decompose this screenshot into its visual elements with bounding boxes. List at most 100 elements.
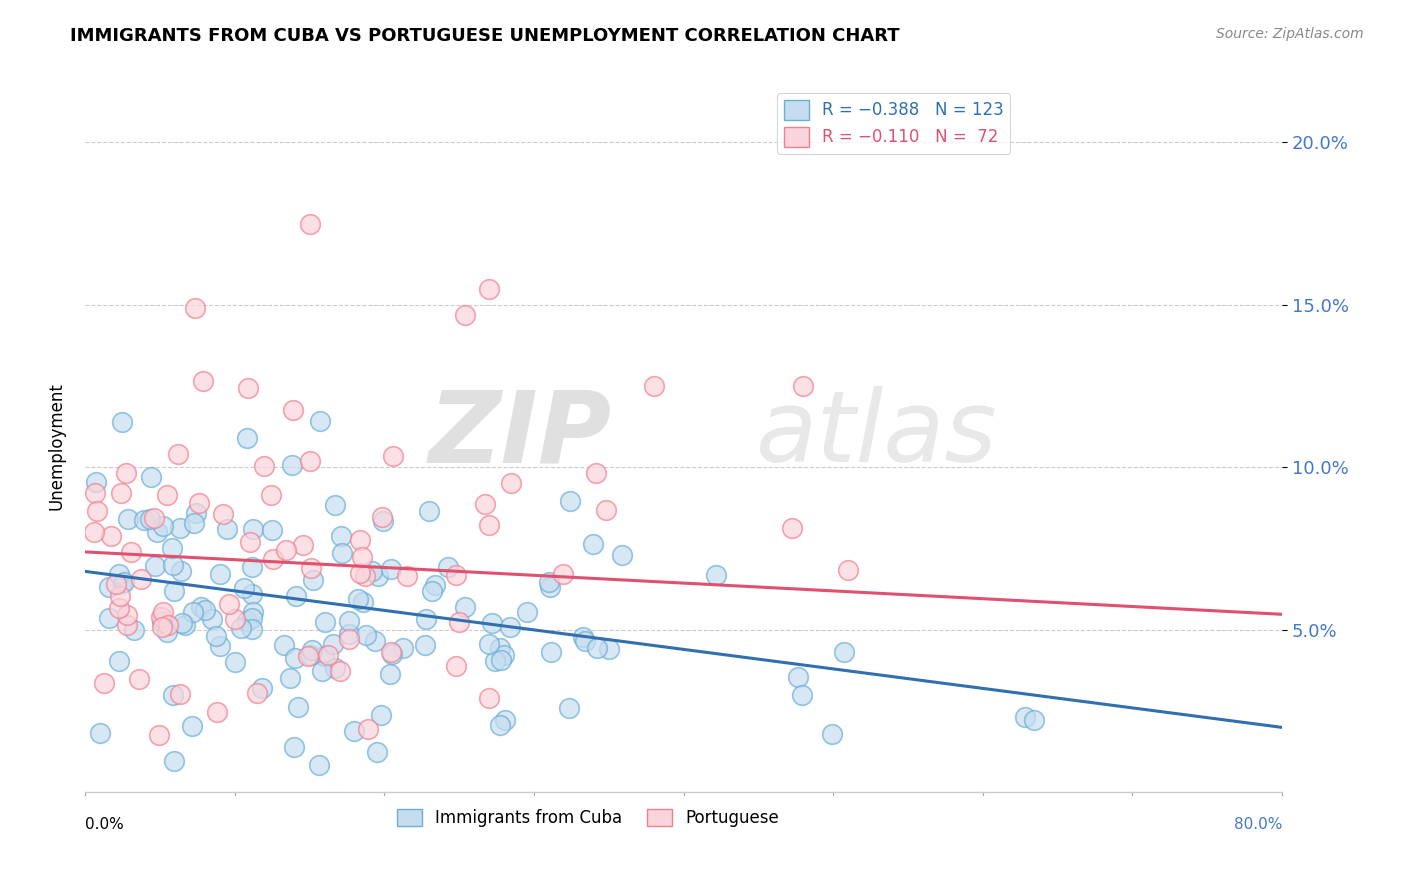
Point — [610, 548, 633, 562]
Point — [820, 727, 842, 741]
Point — [337, 632, 360, 647]
Point — [139, 511, 162, 525]
Point — [236, 614, 259, 628]
Point — [242, 605, 264, 619]
Point — [209, 566, 232, 581]
Point — [537, 575, 560, 590]
Point — [337, 615, 360, 629]
Point — [84, 475, 107, 489]
Point — [343, 723, 366, 738]
Point — [478, 690, 501, 705]
Point — [150, 615, 173, 629]
Point — [354, 569, 377, 583]
Point — [218, 598, 240, 612]
Point — [551, 566, 574, 581]
Point — [337, 627, 360, 641]
Point — [787, 670, 810, 684]
Point — [837, 563, 859, 577]
Point — [790, 688, 813, 702]
Text: atlas: atlas — [755, 386, 997, 483]
Point — [499, 620, 522, 634]
Point — [250, 681, 273, 695]
Text: IMMIGRANTS FROM CUBA VS PORTUGUESE UNEMPLOYMENT CORRELATION CHART: IMMIGRANTS FROM CUBA VS PORTUGUESE UNEMP… — [70, 27, 900, 45]
Point — [349, 533, 371, 547]
Point — [274, 543, 297, 558]
Point — [170, 564, 193, 578]
Point — [1014, 709, 1036, 723]
Point — [238, 381, 260, 395]
Point — [173, 618, 195, 632]
Point — [489, 640, 512, 655]
Point — [538, 581, 561, 595]
Point — [239, 535, 262, 549]
Point — [478, 517, 501, 532]
Point — [111, 575, 134, 590]
Point — [420, 584, 443, 599]
Point — [437, 560, 460, 574]
Point — [183, 516, 205, 530]
Point — [156, 617, 179, 632]
Point — [474, 498, 496, 512]
Point — [395, 569, 418, 583]
Point — [364, 633, 387, 648]
Point — [540, 645, 562, 659]
Point — [572, 630, 595, 644]
Point — [494, 713, 516, 727]
Point — [382, 449, 405, 463]
Point — [184, 506, 207, 520]
Point — [423, 578, 446, 592]
Point — [156, 487, 179, 501]
Point — [98, 580, 121, 594]
Point — [492, 648, 515, 662]
Point — [287, 700, 309, 714]
Point — [299, 560, 322, 574]
Point — [367, 569, 389, 583]
Point — [152, 519, 174, 533]
Point — [89, 726, 111, 740]
Point — [108, 567, 131, 582]
Point — [124, 624, 146, 638]
Point — [325, 498, 347, 512]
Point — [446, 659, 468, 673]
Point — [209, 639, 232, 653]
Point — [224, 656, 246, 670]
Point — [352, 595, 374, 609]
Point — [299, 454, 322, 468]
Point — [292, 538, 315, 552]
Point — [489, 717, 512, 731]
Point — [643, 379, 665, 393]
Point — [278, 671, 301, 685]
Point — [298, 217, 321, 231]
Point — [180, 719, 202, 733]
Point — [309, 414, 332, 428]
Point — [163, 754, 186, 768]
Point — [201, 612, 224, 626]
Point — [481, 615, 503, 630]
Point — [444, 567, 467, 582]
Point — [190, 600, 212, 615]
Point — [246, 686, 269, 700]
Point — [499, 475, 522, 490]
Point — [595, 503, 617, 517]
Point — [155, 625, 177, 640]
Point — [224, 612, 246, 626]
Point — [152, 605, 174, 619]
Point — [558, 494, 581, 508]
Point — [283, 739, 305, 754]
Point — [129, 572, 152, 586]
Point — [314, 615, 336, 629]
Point — [86, 503, 108, 517]
Point — [110, 486, 132, 500]
Point — [115, 617, 138, 632]
Point — [240, 587, 263, 601]
Text: 0.0%: 0.0% — [86, 817, 124, 832]
Point — [330, 546, 353, 560]
Point — [105, 576, 128, 591]
Point — [308, 757, 330, 772]
Point — [381, 647, 404, 661]
Point — [792, 379, 814, 393]
Point — [162, 689, 184, 703]
Point — [166, 447, 188, 461]
Point — [242, 523, 264, 537]
Point — [371, 514, 394, 528]
